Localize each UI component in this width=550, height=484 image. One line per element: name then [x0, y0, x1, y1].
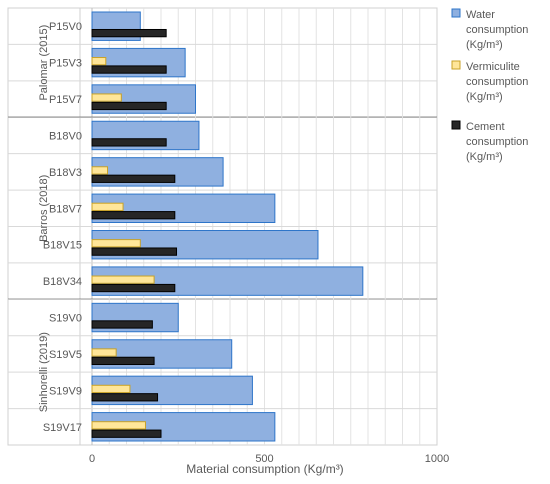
bar-cement	[91, 138, 167, 147]
group-label: Sinhorelli (2019)	[38, 332, 50, 412]
bar-cement	[91, 429, 162, 438]
category-label: B18V7	[49, 203, 82, 215]
x-tick-label: 500	[255, 453, 273, 465]
legend-label: Cement consumption (Kg/m³)	[466, 121, 528, 163]
legend-swatch	[451, 60, 461, 70]
bar-vermiculite	[91, 239, 141, 248]
bar-vermiculite	[91, 348, 117, 357]
category-labels: Palomar (2015) Barros (2018) Sinhorelli (2…	[38, 21, 82, 434]
legend-swatch	[451, 8, 461, 18]
bar-cement	[91, 211, 176, 220]
x-tick-label: 1000	[425, 453, 449, 465]
category-label: B18V0	[49, 130, 82, 142]
group-label: Palomar (2015)	[38, 25, 50, 101]
gridlines	[8, 8, 437, 445]
bar-vermiculite	[91, 275, 155, 284]
bar-cement	[91, 356, 155, 366]
bar-cement	[91, 247, 178, 256]
legend: Water consumption (Kg/m³) Vermiculite consum…	[451, 8, 528, 163]
group-label: Barros (2018)	[38, 175, 50, 242]
bar-vermiculite	[91, 166, 109, 175]
legend-label: Vermiculite consumption (Kg/m³)	[466, 61, 528, 103]
bar-vermiculite	[91, 202, 124, 211]
category-label: S19V9	[49, 385, 82, 397]
bar-cement	[91, 65, 167, 74]
bar-cement	[91, 320, 153, 329]
x-axis-title: Material consumption (Kg/m³)	[186, 462, 343, 476]
bar-vermiculite	[91, 57, 107, 66]
legend-swatch	[451, 120, 461, 130]
category-label: B18V15	[43, 240, 82, 252]
bar-cement	[91, 393, 159, 402]
category-label: B18V34	[43, 276, 82, 288]
x-tick-labels: 0 500 1000	[89, 453, 449, 465]
legend-label: Water consumption (Kg/m³)	[466, 9, 528, 51]
bar-vermiculite	[91, 384, 131, 394]
bar-vermiculite	[91, 421, 146, 430]
bar-cement	[91, 174, 176, 183]
category-label: B18V3	[49, 167, 82, 179]
bars	[91, 11, 364, 442]
bar-vermiculite	[91, 93, 122, 102]
bar-cement	[91, 101, 167, 111]
bar-cement	[91, 283, 176, 293]
category-label: P15V0	[49, 21, 82, 33]
category-label: S19V17	[43, 422, 82, 434]
category-label: P15V3	[49, 58, 82, 70]
category-label: P15V7	[49, 94, 82, 106]
category-label: S19V5	[49, 349, 82, 361]
bar-cement	[91, 28, 167, 38]
x-tick-label: 0	[89, 453, 95, 465]
category-label: S19V0	[49, 313, 82, 325]
